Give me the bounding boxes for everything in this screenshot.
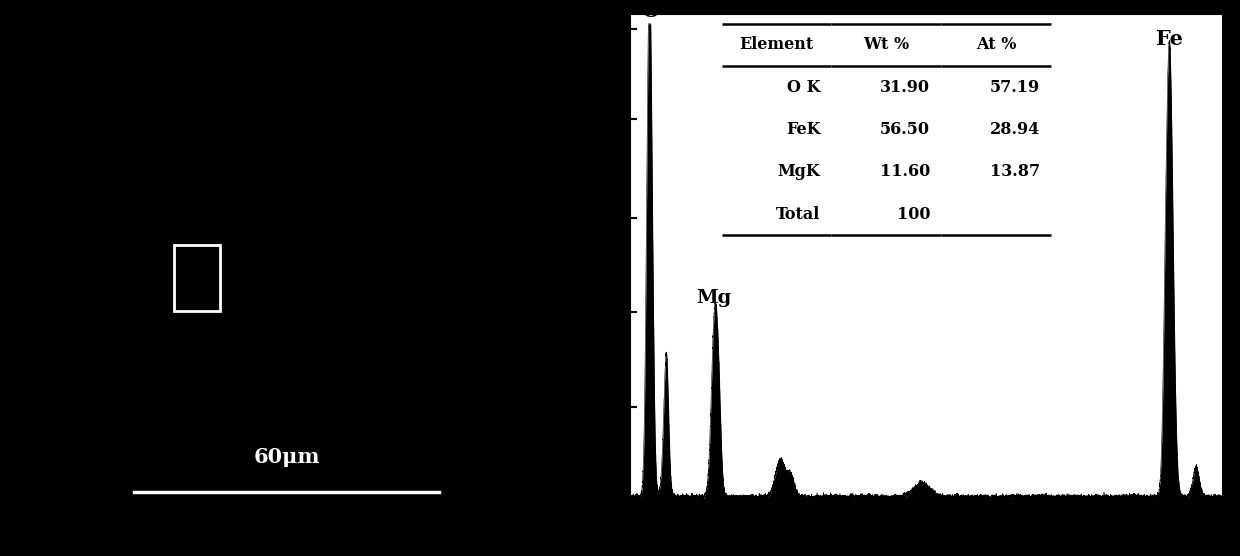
Text: O: O	[641, 1, 658, 21]
Text: Mg: Mg	[697, 289, 732, 307]
Text: 60μm: 60μm	[253, 447, 320, 467]
X-axis label: Energy.keV: Energy.keV	[874, 522, 978, 539]
Bar	[174, 245, 219, 311]
Text: Fe: Fe	[1156, 29, 1183, 48]
